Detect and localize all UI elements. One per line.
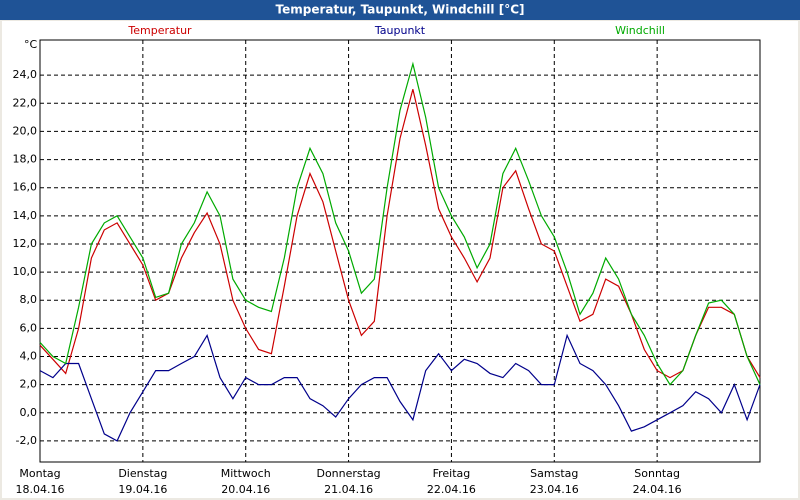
y-unit: °C <box>24 38 38 51</box>
y-tick-label: 20,0 <box>13 124 38 137</box>
x-tick-label: 21.04.16 <box>324 483 373 496</box>
y-tick-label: 22,0 <box>13 96 38 109</box>
y-tick-label: 4,0 <box>20 350 38 363</box>
y-tick-label: 2,0 <box>20 378 38 391</box>
chart-title: Temperatur, Taupunkt, Windchill [°C] <box>276 3 525 17</box>
x-tick-label: Samstag <box>530 467 578 480</box>
x-tick-label: 22.04.16 <box>427 483 476 496</box>
x-tick-label: Dienstag <box>118 467 167 480</box>
line-series <box>39 89 761 379</box>
y-tick-label: 6,0 <box>20 321 38 334</box>
line-series <box>39 333 761 442</box>
x-tick-label: 18.04.16 <box>16 483 65 496</box>
x-tick-label: 19.04.16 <box>118 483 167 496</box>
x-tick-label: Montag <box>19 467 60 480</box>
y-tick-label: 24,0 <box>13 68 38 81</box>
y-tick-label: 10,0 <box>13 265 38 278</box>
y-tick-label: 16,0 <box>13 181 38 194</box>
y-tick-label: 12,0 <box>13 237 38 250</box>
legend-entry: Taupunkt <box>374 24 426 37</box>
legend-entry: Temperatur <box>127 24 192 37</box>
y-tick-label: -2,0 <box>16 434 37 447</box>
x-tick-label: 24.04.16 <box>633 483 682 496</box>
x-tick-label: 23.04.16 <box>530 483 579 496</box>
x-tick-label: Mittwoch <box>221 467 271 480</box>
legend-entry: Windchill <box>615 24 665 37</box>
line-series <box>39 61 761 386</box>
x-tick-label: Sonntag <box>634 467 680 480</box>
title-bar <box>0 0 800 20</box>
x-tick-label: Donnerstag <box>316 467 380 480</box>
x-tick-label: 20.04.16 <box>221 483 270 496</box>
y-tick-label: 8,0 <box>20 293 38 306</box>
y-tick-label: 18,0 <box>13 153 38 166</box>
x-tick-label: Freitag <box>433 467 471 480</box>
y-tick-label: 14,0 <box>13 209 38 222</box>
y-tick-label: 0,0 <box>20 406 38 419</box>
